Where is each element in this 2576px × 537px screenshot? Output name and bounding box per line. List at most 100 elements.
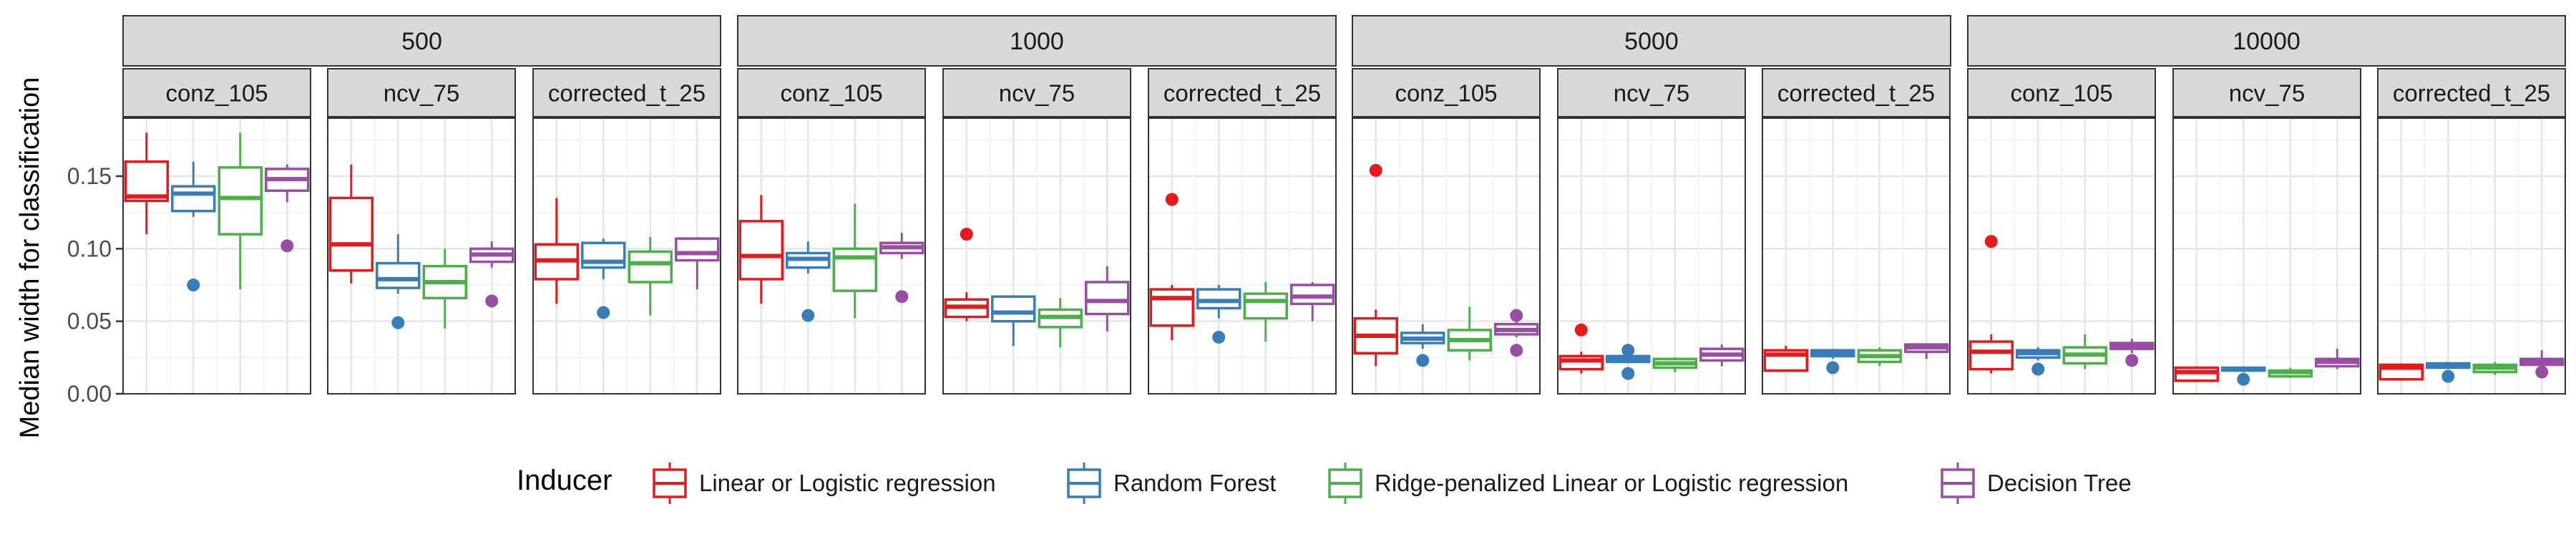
box-1 <box>171 161 216 292</box>
inner-strip-label: conz_105 <box>165 80 268 107</box>
panel-border <box>1148 117 1337 395</box>
box-1 <box>2221 366 2266 386</box>
inner-strip-label: conz_105 <box>2010 80 2112 107</box>
y-tick-label: 0.10 <box>67 236 112 261</box>
panel-1000-ncv_75 <box>942 117 1131 395</box>
inner-strip-bg <box>532 68 721 117</box>
box-0 <box>124 132 169 235</box>
box-3 <box>2315 349 2360 369</box>
box-0 <box>2174 366 2219 382</box>
box-2 <box>1652 357 1697 372</box>
box-iqr <box>124 160 169 203</box>
panel-1000-corrected_t_25 <box>1148 117 1337 395</box>
outlier-point <box>895 290 909 304</box>
box-2 <box>628 237 673 316</box>
panel-grid <box>1148 118 1336 395</box>
legend-label: Linear or Logistic regression <box>699 470 996 496</box>
legend-key <box>1067 463 1101 504</box>
inner-strip-corrected_t_25: corrected_t_25 <box>1148 68 1337 117</box>
box-2 <box>2268 367 2313 378</box>
box-iqr <box>1243 292 1288 320</box>
inner-strip-label: corrected_t_25 <box>1777 80 1935 107</box>
outer-strip-10000: 10000 <box>1967 15 2566 67</box>
inner-strip-conz_105: conz_105 <box>1967 68 2156 117</box>
y-tick-label: 0.05 <box>67 309 112 334</box>
box-iqr <box>991 295 1036 323</box>
panel-10000-corrected_t_25 <box>2377 117 2566 395</box>
box-2 <box>2472 362 2517 375</box>
inner-strip-label: corrected_t_25 <box>548 80 706 107</box>
legend-title: Inducer <box>517 465 612 496</box>
box-2 <box>1038 298 1083 348</box>
box-1 <box>2016 347 2061 376</box>
panel-border <box>942 117 1131 395</box>
outer-strip-500: 500 <box>122 15 721 67</box>
panel-border <box>1967 117 2156 395</box>
outlier-point <box>187 279 200 292</box>
outlier-point <box>1621 344 1635 357</box>
box-0 <box>1353 163 1398 367</box>
box-iqr <box>1290 284 1335 306</box>
outlier-point <box>1165 193 1179 206</box>
box-iqr <box>1149 288 1194 327</box>
legend-key <box>1941 463 1975 504</box>
outlier-point <box>597 306 610 319</box>
legend-label: Ridge-penalized Linear or Logistic regre… <box>1375 470 1848 496</box>
outer-strip-5000: 5000 <box>1352 15 1951 67</box>
outlier-point <box>1826 361 1840 374</box>
panel-grid <box>943 118 1131 395</box>
box-iqr <box>2174 366 2219 382</box>
box-iqr <box>738 220 784 281</box>
box-1 <box>376 234 421 329</box>
outlier-point <box>1984 235 1998 248</box>
inner-strip-ncv_75: ncv_75 <box>942 68 1131 117</box>
box-2 <box>2062 334 2107 369</box>
box-iqr <box>628 250 673 284</box>
outer-strip-bg <box>737 15 1337 67</box>
outlier-point <box>1369 163 1382 177</box>
inner-strip-bg <box>2172 68 2361 117</box>
inner-strip-label: conz_105 <box>780 80 882 107</box>
panel-1000-conz_105 <box>737 117 926 395</box>
box-2 <box>1447 306 1492 361</box>
outlier-point <box>1621 367 1635 380</box>
outer-strip-1000: 1000 <box>737 15 1337 67</box>
box-2 <box>218 132 263 290</box>
box-1 <box>1810 349 1855 374</box>
legend-label: Random Forest <box>1113 470 1276 496</box>
panel-border <box>2377 117 2566 395</box>
box-0 <box>1149 193 1194 341</box>
inner-strip-ncv_75: ncv_75 <box>2172 68 2361 117</box>
panel-border <box>737 117 926 395</box>
y-tick-label: 0.00 <box>67 381 112 407</box>
inner-strip-corrected_t_25: corrected_t_25 <box>532 68 721 117</box>
inner-strip-corrected_t_25: corrected_t_25 <box>2377 68 2566 117</box>
inner-strip-ncv_75: ncv_75 <box>327 68 516 117</box>
inner-strip-bg <box>1967 68 2156 117</box>
outer-strip-bg <box>1967 15 2566 67</box>
box-iqr <box>328 196 374 272</box>
legend-label: Decision Tree <box>1987 470 2132 496</box>
box-iqr <box>1196 288 1241 310</box>
inner-strip-bg <box>942 68 1131 117</box>
outer-strip-label: 5000 <box>1624 28 1679 55</box>
outlier-point <box>2441 369 2455 383</box>
inner-strip-label: ncv_75 <box>1614 80 1689 107</box>
box-0 <box>1968 235 2014 374</box>
outlier-point <box>2237 372 2250 386</box>
box-3 <box>265 164 310 253</box>
panel-500-conz_105 <box>122 117 311 395</box>
inner-facet-strips: conz_105 ncv_75 corrected_t_25 conz_105 ncv_… <box>122 68 2566 117</box>
box-iqr <box>171 185 216 213</box>
outer-strip-label: 1000 <box>1010 28 1064 55</box>
box-0 <box>2379 363 2424 381</box>
box-1 <box>991 295 1036 347</box>
box-1 <box>1400 324 1445 367</box>
inner-strip-conz_105: conz_105 <box>1352 68 1541 117</box>
panel-500-ncv_75 <box>327 117 516 395</box>
outlier-point <box>391 316 405 329</box>
inner-strip-label: corrected_t_25 <box>1163 80 1321 107</box>
box-1 <box>786 241 831 322</box>
panel-grid <box>2378 118 2565 395</box>
